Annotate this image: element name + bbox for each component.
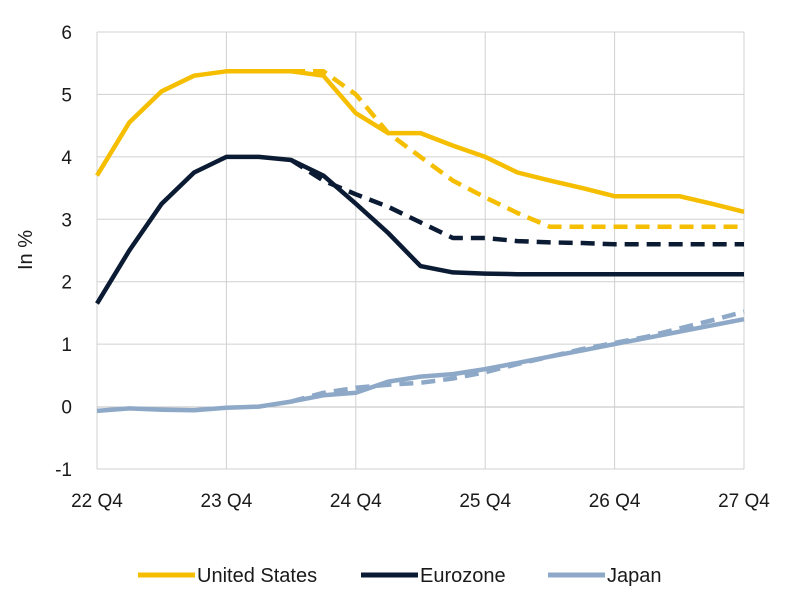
- x-tick-label: 25 Q4: [459, 491, 511, 512]
- y-tick-label: 1: [61, 335, 72, 356]
- legend: United States Eurozone Japan: [138, 565, 662, 587]
- series-line-united-states-dashed: [291, 69, 744, 230]
- x-tick-label: 26 Q4: [589, 491, 641, 512]
- axes: [96, 32, 745, 469]
- y-tick-label: 2: [61, 273, 72, 294]
- series-lines: [95, 69, 745, 414]
- y-tick-labels: -1 0 1 2 3 4 5 6: [55, 23, 72, 481]
- x-tick-label: 27 Q4: [718, 491, 770, 512]
- y-tick-label: 0: [61, 398, 72, 419]
- y-tick-label: 6: [61, 23, 72, 44]
- x-tick-labels: 22 Q4 23 Q4 24 Q4 25 Q4 26 Q4 27 Q4: [71, 491, 770, 512]
- series-line-united-states-solid: [95, 69, 745, 214]
- y-tick-label: -1: [55, 460, 72, 481]
- series-line-eurozone-solid: [95, 154, 744, 305]
- y-tick-label: 4: [61, 148, 72, 169]
- legend-label: Eurozone: [420, 565, 506, 587]
- y-axis-title: In %: [15, 230, 37, 270]
- legend-label: United States: [197, 565, 317, 587]
- series-line-japan-dashed: [290, 309, 745, 404]
- series-line-japan-solid: [96, 316, 745, 414]
- legend-label: Japan: [607, 565, 662, 587]
- series-line-eurozone-dashed: [289, 158, 744, 247]
- gridlines: [97, 31, 744, 470]
- y-tick-label: 5: [61, 85, 72, 106]
- x-tick-label: 23 Q4: [201, 491, 253, 512]
- x-tick-label: 24 Q4: [330, 491, 382, 512]
- y-tick-label: 3: [61, 210, 72, 231]
- x-tick-label: 22 Q4: [71, 491, 123, 512]
